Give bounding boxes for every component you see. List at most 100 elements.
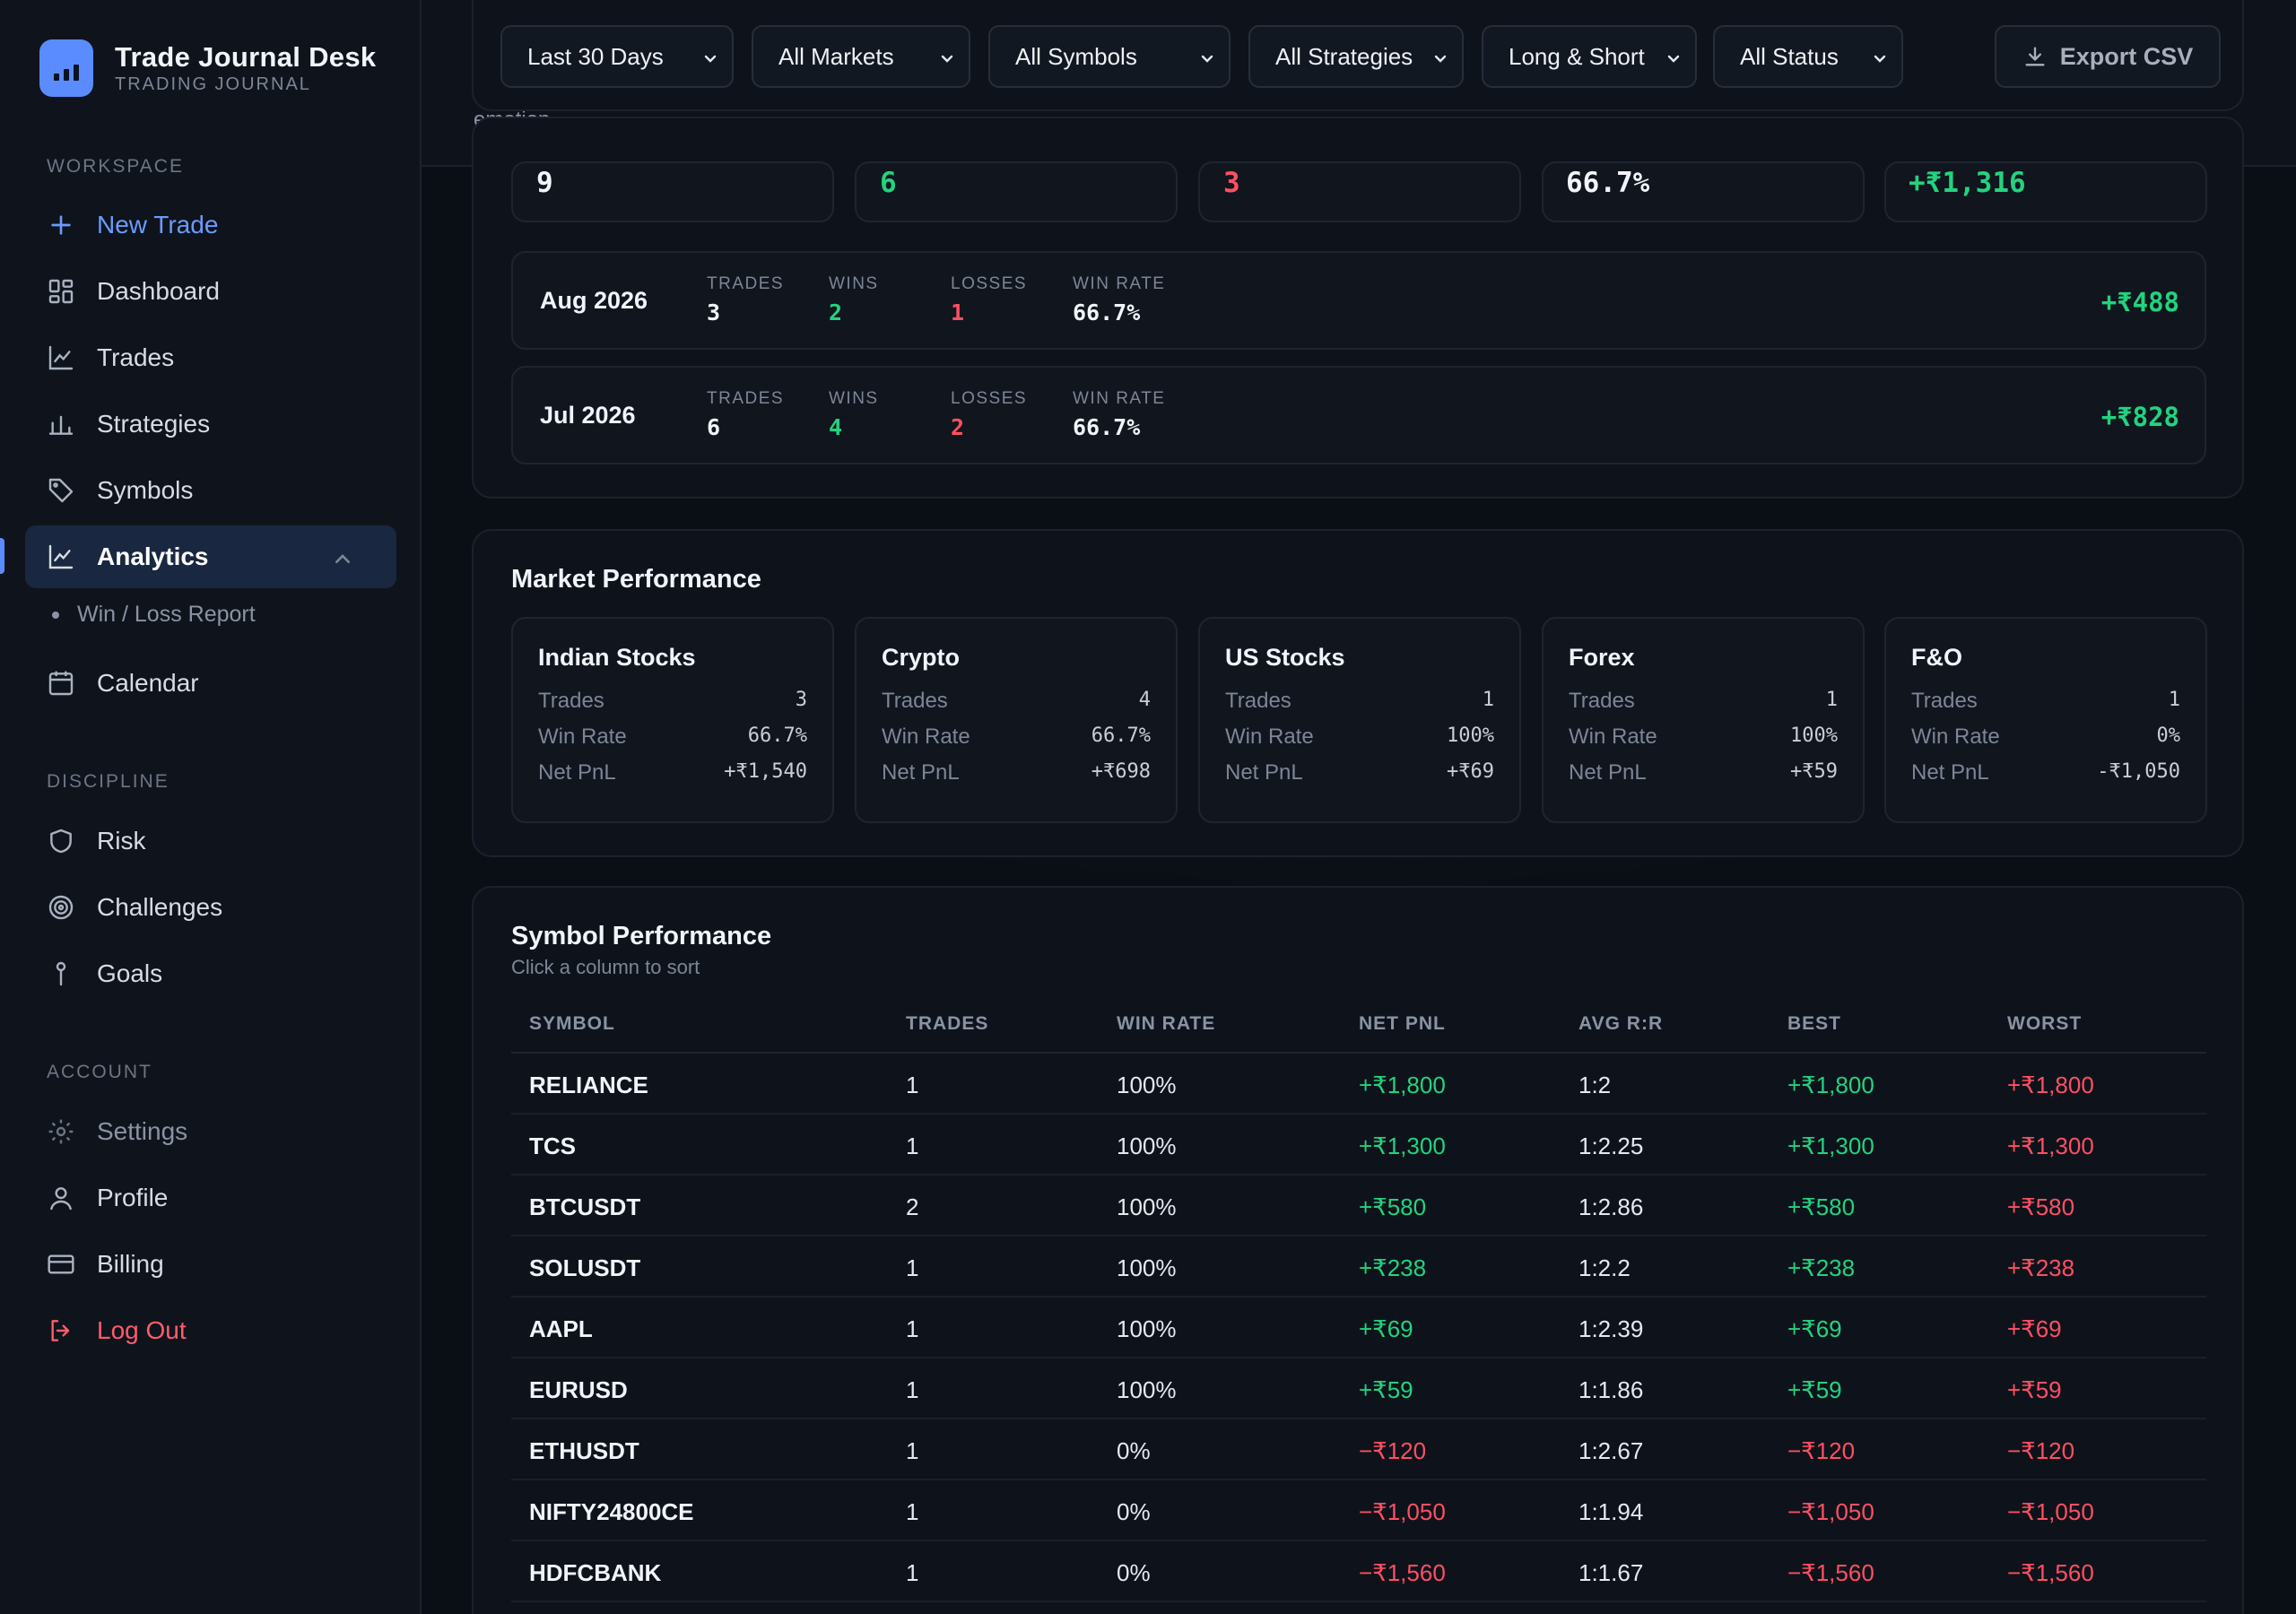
sidebar-item-symbols[interactable]: Symbols [25, 459, 396, 522]
sidebar-item-new-trade[interactable]: New Trade [25, 194, 396, 256]
sidebar-item-label: Analytics [97, 542, 209, 570]
select-value: All Markets [778, 42, 894, 70]
column-header-avg-rr[interactable]: AVG R:R [1578, 1013, 1664, 1034]
table-row[interactable]: SOLUSDT 1 100% +₹238 1:2.2 +₹238 +₹238 [511, 1237, 2206, 1297]
cell-symbol: RELIANCE [529, 1072, 648, 1098]
date-range-select[interactable]: Last 30 Days [500, 25, 734, 88]
cell-rr: 1:2.86 [1578, 1193, 1644, 1220]
cell-worst: +₹1,800 [2007, 1072, 2094, 1098]
column-header-worst[interactable]: WORST [2007, 1013, 2083, 1034]
market-card[interactable]: Forex Trades 1 Win Rate 100% Net PnL +₹59 [1542, 617, 1865, 823]
cell-worst: +₹238 [2007, 1254, 2075, 1281]
total-losses-tile [1198, 161, 1521, 222]
plus-icon [51, 215, 71, 235]
cell-trades: 1 [906, 1315, 919, 1342]
table-row[interactable]: RELIANCE 1 100% +₹1,800 1:2 +₹1,800 +₹1,800 [511, 1054, 2206, 1115]
column-header-trades[interactable]: TRADES [906, 1013, 989, 1034]
chevron-down-icon [1667, 55, 1680, 63]
market-card[interactable]: F&O Trades 1 Win Rate 0% Net PnL -₹1,050 [1884, 617, 2207, 823]
sidebar-item-profile[interactable]: Profile [25, 1167, 396, 1229]
sidebar-item-goals[interactable]: Goals [25, 942, 396, 1005]
market-card[interactable]: US Stocks Trades 1 Win Rate 100% Net PnL +₹… [1198, 617, 1521, 823]
chevron-down-icon [1874, 55, 1886, 63]
export-label: Export CSV [2059, 42, 2194, 70]
cell-rr: 1:1.67 [1578, 1559, 1644, 1586]
brand[interactable]: Trade Journal Desk TRADING JOURNAL [39, 39, 376, 97]
month-trades: TRADES 6 [707, 389, 785, 440]
sidebar-item-trades[interactable]: Trades [25, 326, 396, 389]
section-account: ACCOUNT [47, 1062, 152, 1082]
sidebar-item-logout[interactable]: Log Out [25, 1299, 396, 1362]
table-row[interactable]: BTCUSDT 2 100% +₹580 1:2.86 +₹580 +₹580 [511, 1176, 2206, 1237]
chevron-up-icon[interactable] [328, 545, 357, 574]
cell-net: +₹69 [1359, 1315, 1413, 1342]
cell-worst: +₹69 [2007, 1315, 2062, 1342]
month-winrate: WIN RATE 66.7% [1073, 389, 1166, 440]
strategy-select[interactable]: All Strategies [1248, 25, 1464, 88]
cell-symbol: NIFTY24800CE [529, 1498, 694, 1525]
column-header-win-rate[interactable]: WIN RATE [1117, 1013, 1216, 1034]
sidebar-item-billing[interactable]: Billing [25, 1233, 396, 1296]
sidebar-item-label: Strategies [97, 410, 211, 438]
cell-trades: 1 [906, 1254, 919, 1281]
user-icon [50, 1187, 72, 1210]
sidebar-item-label: Symbols [97, 476, 194, 504]
cell-win-rate: 100% [1117, 1193, 1177, 1220]
table-row[interactable]: EURUSD 1 100% +₹59 1:1.86 +₹59 +₹59 [511, 1358, 2206, 1419]
sidebar-item-settings[interactable]: Settings [25, 1100, 396, 1163]
sidebar-item-label: Trades [97, 343, 175, 371]
tag-icon [48, 478, 74, 503]
month-wins: WINS 2 [829, 274, 879, 325]
cell-best: +₹580 [1787, 1193, 1856, 1220]
table-row[interactable]: HDFCBANK 1 0% −₹1,560 1:1.67 −₹1,560 −₹1,560 [511, 1541, 2206, 1602]
cell-win-rate: 100% [1117, 1072, 1177, 1098]
direction-select[interactable]: Long & Short [1482, 25, 1697, 88]
line-chart-icon [48, 345, 74, 370]
table-row[interactable]: TCS 1 100% +₹1,300 1:2.25 +₹1,300 +₹1,300 [511, 1115, 2206, 1176]
cell-worst: +₹580 [2007, 1193, 2075, 1220]
cell-best: +₹238 [1787, 1254, 1856, 1281]
column-header-best[interactable]: BEST [1787, 1013, 1842, 1034]
month-row[interactable]: Aug 2026 TRADES 3 WINS 2 LOSSES 1 WIN RATE 6… [511, 251, 2206, 350]
market-card[interactable]: Indian Stocks Trades 3 Win Rate 66.7% Net … [511, 617, 834, 823]
table-header-divider [511, 1052, 2206, 1054]
market-select[interactable]: All Markets [752, 25, 970, 88]
chevron-down-icon [704, 55, 717, 63]
cell-net: −₹1,560 [1359, 1559, 1446, 1586]
sidebar-item-calendar[interactable]: Calendar [25, 652, 396, 715]
sidebar-item-risk[interactable]: Risk [25, 810, 396, 872]
status-select[interactable]: All Status [1713, 25, 1903, 88]
symbol-performance-title: Symbol Performance [511, 922, 772, 950]
sidebar-item-analytics[interactable]: Analytics [25, 525, 396, 588]
credit-card-icon [48, 1254, 74, 1274]
chevron-down-icon [941, 55, 953, 63]
export-csv-button[interactable]: Export CSV [1995, 25, 2221, 88]
cell-net: +₹1,300 [1359, 1132, 1446, 1159]
sidebar-item-label: Billing [97, 1250, 164, 1278]
month-row[interactable]: Jul 2026 TRADES 6 WINS 4 LOSSES 2 WIN RATE 6… [511, 366, 2206, 464]
sidebar-item-dashboard[interactable]: Dashboard [25, 260, 396, 323]
select-value: All Status [1740, 42, 1839, 70]
total-trades-value: 9 [536, 167, 553, 199]
cell-worst: +₹59 [2007, 1376, 2062, 1403]
table-row[interactable]: AAPL 1 100% +₹69 1:2.39 +₹69 +₹69 [511, 1297, 2206, 1358]
column-header-net-pnl[interactable]: NET PNL [1359, 1013, 1446, 1034]
cell-rr: 1:1.86 [1578, 1376, 1644, 1403]
cell-rr: 1:2.2 [1578, 1254, 1631, 1281]
market-card[interactable]: Crypto Trades 4 Win Rate 66.7% Net PnL +₹69… [855, 617, 1178, 823]
section-discipline: DISCIPLINE [47, 771, 170, 792]
sidebar-item-challenges[interactable]: Challenges [25, 876, 396, 939]
analytics-icon [48, 544, 74, 569]
table-row[interactable]: ETHUSDT 1 0% −₹120 1:2.67 −₹120 −₹120 [511, 1419, 2206, 1480]
filter-bar: Last 30 Days All Markets All Symbols All… [472, 0, 2244, 111]
cell-trades: 1 [906, 1498, 919, 1525]
cell-rr: 1:2.25 [1578, 1132, 1644, 1159]
sidebar-subitem-win-loss[interactable]: Win / Loss Report [52, 602, 256, 628]
cell-best: +₹59 [1787, 1376, 1842, 1403]
market-name: Crypto [882, 644, 960, 671]
table-row[interactable]: NIFTY24800CE 1 0% −₹1,050 1:1.94 −₹1,050 −₹1,0… [511, 1480, 2206, 1541]
cell-win-rate: 0% [1117, 1559, 1151, 1586]
symbol-select[interactable]: All Symbols [988, 25, 1231, 88]
sidebar-item-strategies[interactable]: Strategies [25, 393, 396, 456]
column-header-symbol[interactable]: SYMBOL [529, 1013, 615, 1034]
